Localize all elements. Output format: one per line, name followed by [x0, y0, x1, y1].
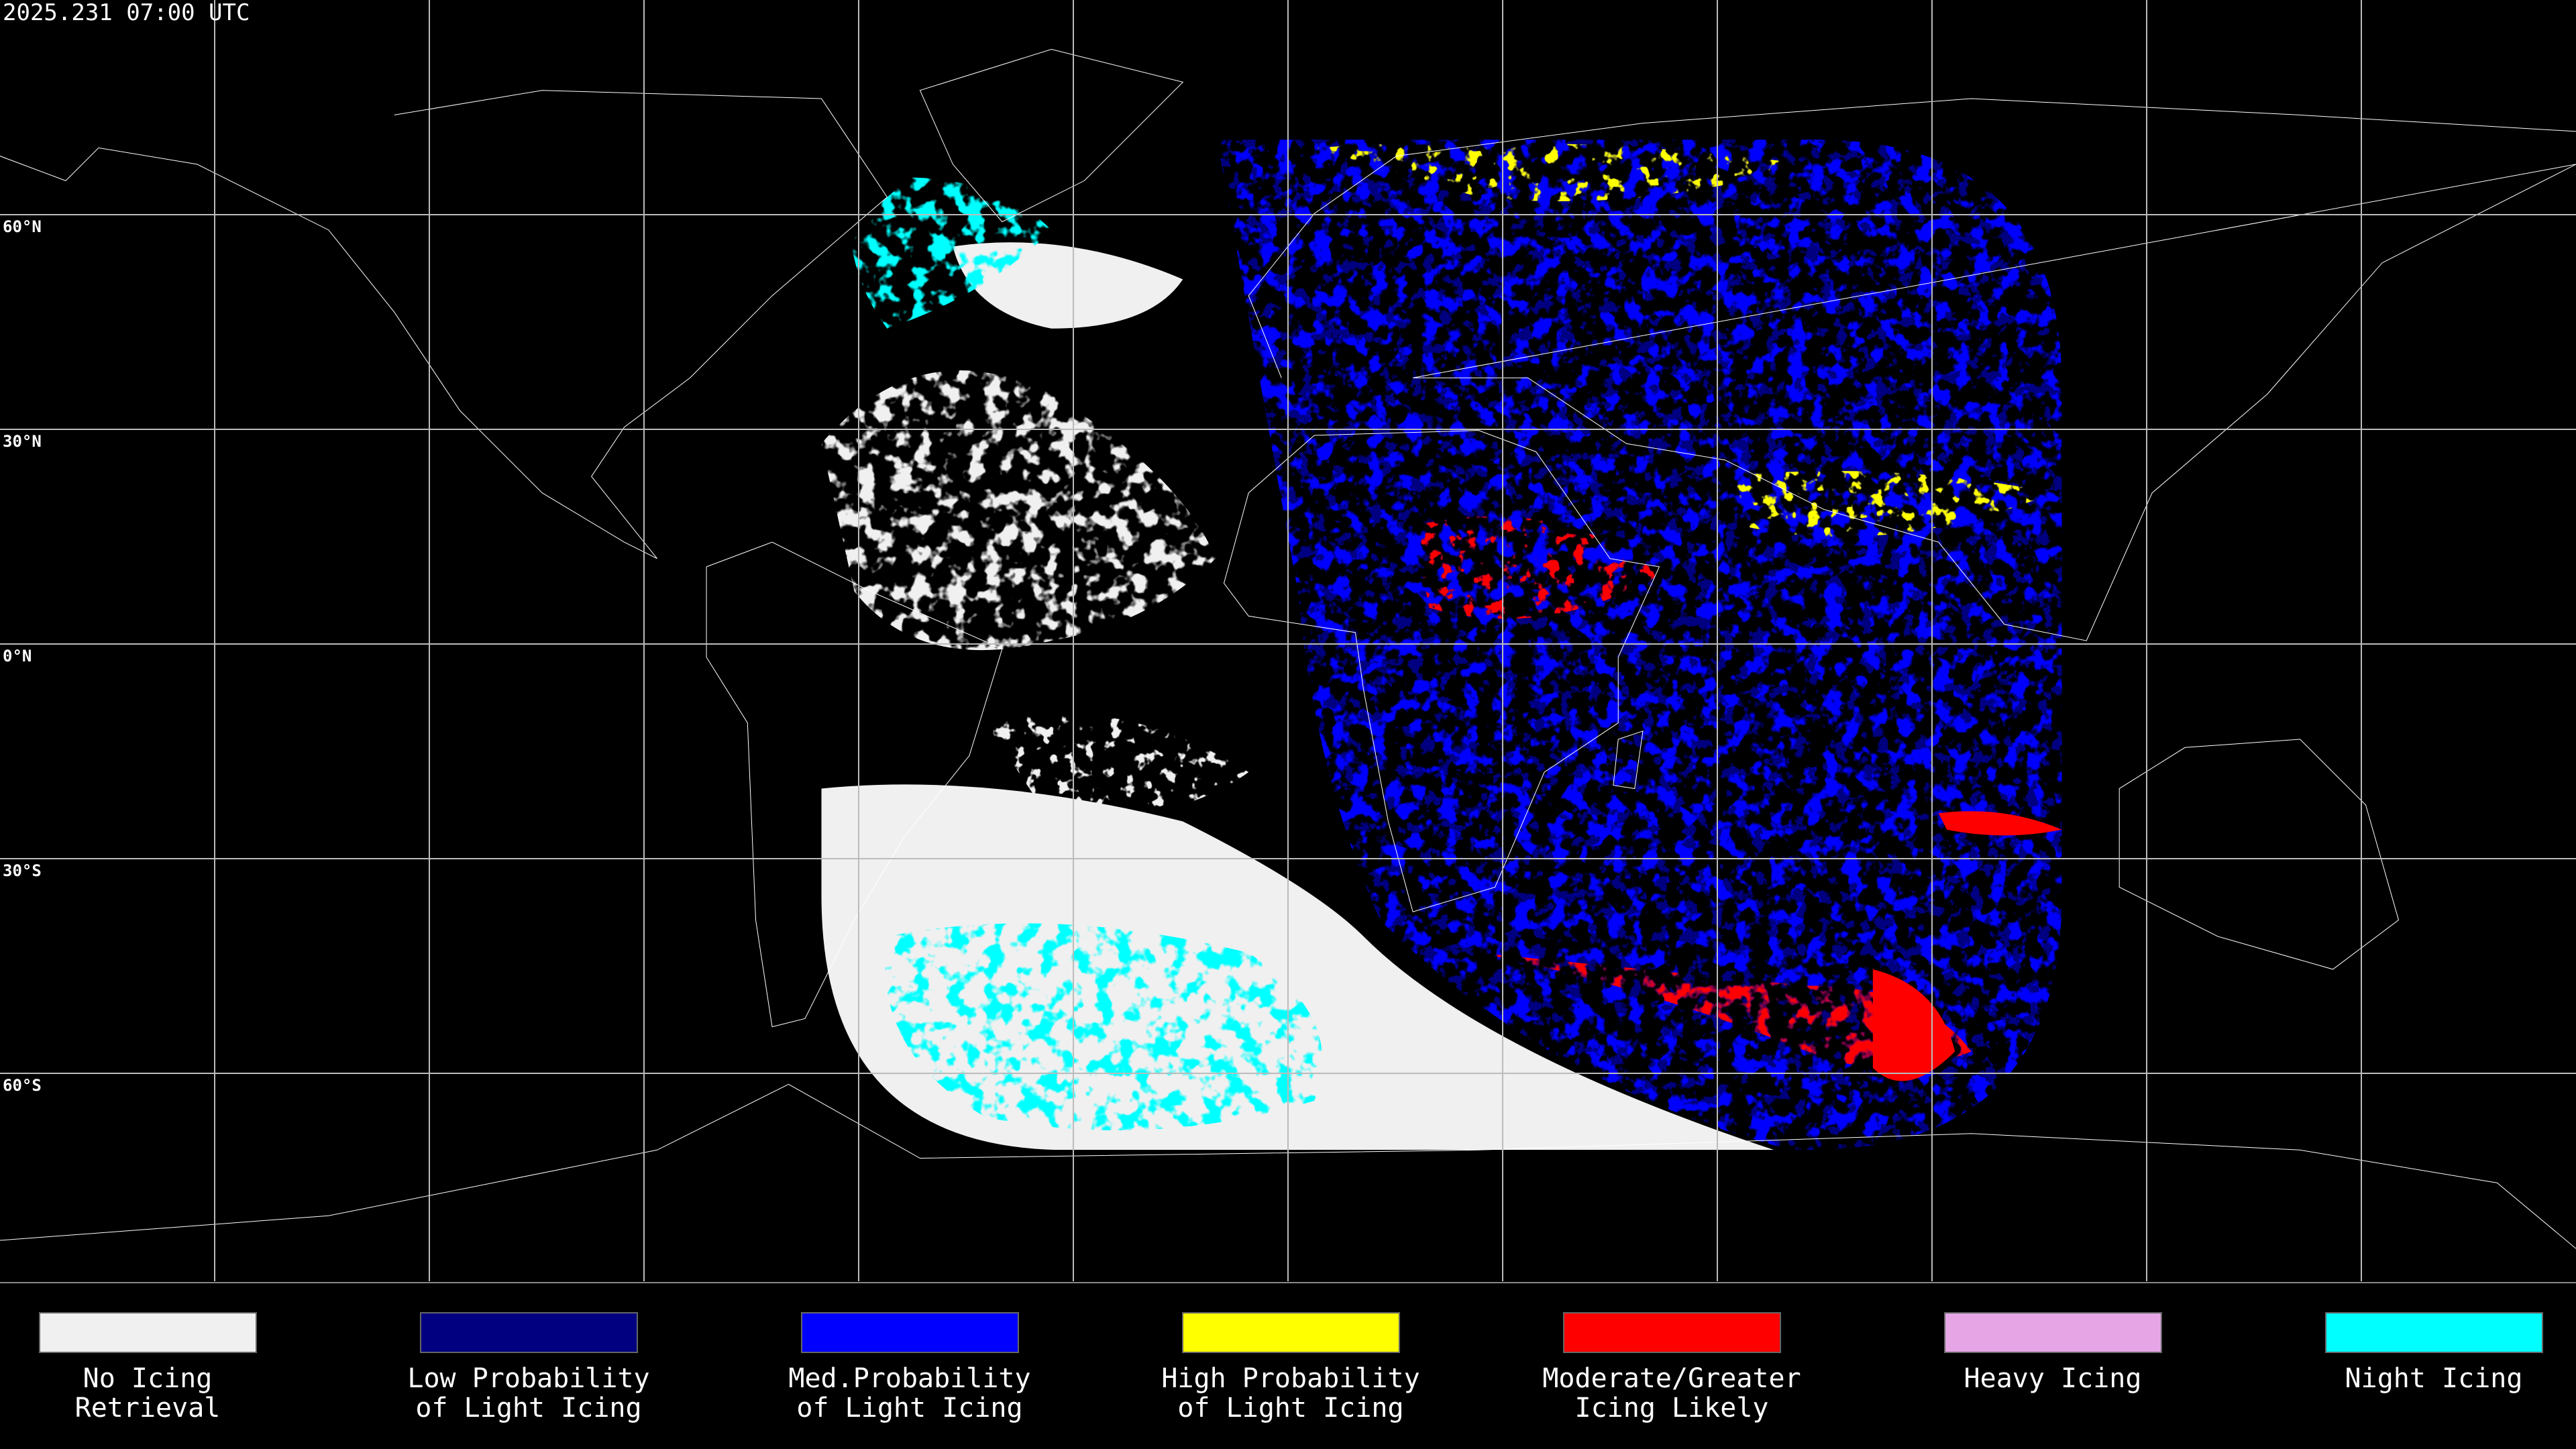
daylight-region — [821, 177, 1774, 1150]
legend-label: Moderate/Greater — [1542, 1363, 1801, 1394]
map — [0, 49, 2576, 1248]
legend-label: Night Icing — [2345, 1363, 2523, 1394]
latitude-label: 60°S — [3, 1076, 42, 1095]
legend-label: Med.Probability — [788, 1363, 1030, 1394]
legend-swatch — [1944, 1312, 2162, 1353]
legend-label: of Light Icing — [796, 1393, 1022, 1424]
legend-swatch — [2325, 1312, 2543, 1353]
timestamp: 2025.231 07:00 UTC — [3, 0, 250, 26]
legend-swatch — [39, 1312, 257, 1353]
legend-label: Heavy Icing — [1964, 1363, 2142, 1394]
latitude-label: 0°N — [3, 647, 32, 665]
legend-swatch — [1563, 1312, 1781, 1353]
legend-label: Icing Likely — [1575, 1393, 1769, 1424]
legend-swatch — [420, 1312, 638, 1353]
legend-label: Retrieval — [75, 1393, 221, 1424]
legend-label: No Icing — [83, 1363, 213, 1394]
graticule: 60°N 30°N 0°N 30°S 60°S — [0, 0, 2576, 1281]
legend-label: of Light Icing — [415, 1393, 641, 1424]
legend-label: High Probability — [1161, 1363, 1419, 1394]
legend-label: Low Probability — [407, 1363, 649, 1394]
legend-label: of Light Icing — [1177, 1393, 1403, 1424]
latitude-label: 30°N — [3, 432, 42, 451]
legend-swatch — [1182, 1312, 1400, 1353]
satellite-imagery — [821, 140, 2062, 1150]
latitude-label: 30°S — [3, 861, 42, 880]
legend-swatch — [801, 1312, 1019, 1353]
coastlines — [0, 49, 2576, 1248]
latitude-label: 60°N — [3, 217, 42, 236]
